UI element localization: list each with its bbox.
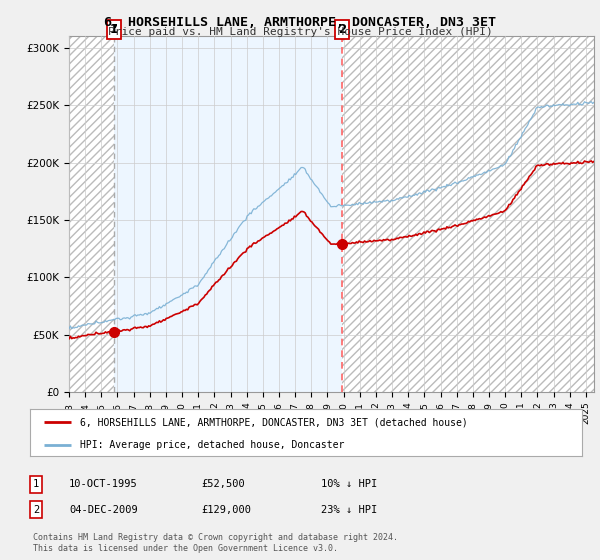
Text: £129,000: £129,000 (201, 505, 251, 515)
Text: £52,500: £52,500 (201, 479, 245, 489)
Bar (114, 36, 343, 392)
Text: 6, HORSEHILLS LANE, ARMTHORPE, DONCASTER, DN3 3ET (detached house): 6, HORSEHILLS LANE, ARMTHORPE, DONCASTER… (80, 417, 467, 427)
Text: 6, HORSEHILLS LANE, ARMTHORPE, DONCASTER, DN3 3ET: 6, HORSEHILLS LANE, ARMTHORPE, DONCASTER… (104, 16, 496, 29)
Text: 1: 1 (33, 479, 39, 489)
Text: 1: 1 (110, 24, 118, 36)
Text: 10-OCT-1995: 10-OCT-1995 (69, 479, 138, 489)
Text: 10% ↓ HPI: 10% ↓ HPI (321, 479, 377, 489)
Text: Price paid vs. HM Land Registry's House Price Index (HPI): Price paid vs. HM Land Registry's House … (107, 27, 493, 37)
Text: Contains HM Land Registry data © Crown copyright and database right 2024.
This d: Contains HM Land Registry data © Crown c… (33, 533, 398, 553)
Text: HPI: Average price, detached house, Doncaster: HPI: Average price, detached house, Donc… (80, 440, 344, 450)
Text: 04-DEC-2009: 04-DEC-2009 (69, 505, 138, 515)
Text: 2: 2 (338, 24, 346, 36)
Text: 23% ↓ HPI: 23% ↓ HPI (321, 505, 377, 515)
Text: 2: 2 (33, 505, 39, 515)
